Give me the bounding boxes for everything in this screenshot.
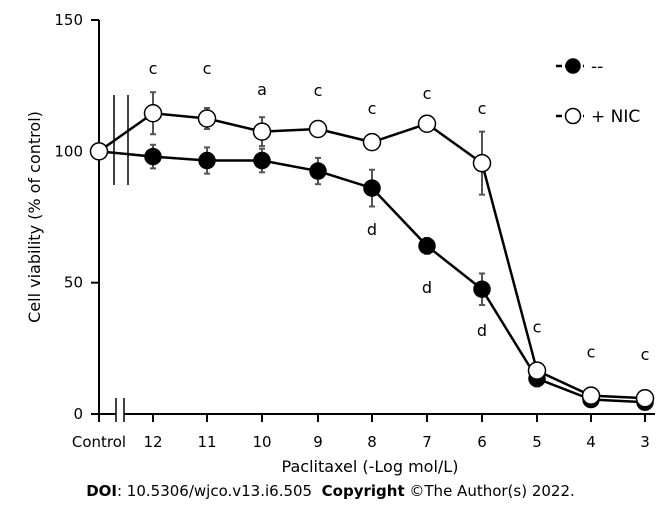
y-tick-label: 100 (54, 142, 83, 160)
axes: 0 50 100 150 Cell viability (% of control) Co… (25, 11, 655, 476)
significance-label: a (257, 80, 267, 99)
doi-value: : 10.5306/wjco.v13.i6.505 (116, 482, 313, 500)
data-point (89, 142, 109, 161)
y-tick-label: 150 (54, 11, 83, 29)
significance-label: d (422, 278, 432, 297)
series-2 (89, 91, 655, 408)
data-point (363, 179, 381, 197)
series-layer: d d d c c a c c c c c c c (89, 59, 655, 411)
data-point (308, 119, 328, 139)
significance-label: c (368, 99, 377, 118)
data-point (417, 114, 437, 134)
x-tick-label: 5 (532, 433, 542, 451)
significance-label: d (367, 220, 377, 239)
data-point (144, 147, 162, 166)
significance-label: c (533, 318, 542, 337)
significance-label: c (478, 99, 487, 118)
legend: -- + NIC (556, 57, 640, 127)
data-point (581, 386, 601, 405)
significance-label: c (641, 345, 650, 364)
legend-label: -- (591, 57, 603, 77)
data-point (473, 280, 491, 298)
data-point (635, 388, 655, 408)
series-line (98, 111, 646, 400)
y-axis-title: Cell viability (% of control) (25, 111, 44, 323)
x-tick-label: 8 (367, 433, 377, 451)
legend-item: + NIC (556, 107, 640, 127)
significance-label: c (149, 59, 158, 78)
copyright-value: ©The Author(s) 2022. (404, 482, 575, 500)
x-tick-label: 12 (143, 433, 162, 451)
data-point (143, 103, 163, 123)
x-tick-label: 10 (252, 433, 271, 451)
legend-label: + NIC (591, 107, 640, 127)
legend-marker (564, 107, 582, 125)
figure-footer: DOI: 10.5306/wjco.v13.i6.505 Copyright ©… (0, 482, 661, 500)
data-point (418, 237, 436, 255)
data-point (252, 122, 272, 141)
data-point (197, 109, 217, 128)
significance-label: c (587, 343, 596, 362)
data-point (253, 151, 271, 170)
y-tick-label: 0 (73, 405, 83, 423)
data-point (472, 153, 492, 173)
x-tick-label: 6 (477, 433, 487, 451)
data-point (309, 162, 327, 180)
chart: 0 50 100 150 Cell viability (% of control) Co… (25, 11, 655, 476)
doi-label: DOI (86, 482, 117, 500)
significance-label: c (203, 59, 212, 78)
significance-label: c (314, 81, 323, 100)
data-point (198, 151, 216, 170)
legend-marker (565, 58, 581, 74)
significance-label: c (423, 84, 432, 103)
x-tick-label: 7 (422, 433, 432, 451)
significance-label: d (477, 321, 487, 340)
x-tick-label: 4 (586, 433, 596, 451)
series-1 (90, 142, 654, 411)
data-point (362, 132, 382, 152)
copyright-label: Copyright (321, 482, 405, 500)
x-axis-title: Paclitaxel (-Log mol/L) (282, 457, 459, 476)
data-point (527, 361, 547, 380)
x-tick-label: 3 (640, 433, 650, 451)
x-tick-label: 9 (313, 433, 323, 451)
legend-item: -- (556, 57, 603, 77)
y-tick-label: 50 (64, 274, 83, 292)
x-tick-label: 11 (197, 433, 216, 451)
x-tick-label: Control (72, 433, 126, 451)
